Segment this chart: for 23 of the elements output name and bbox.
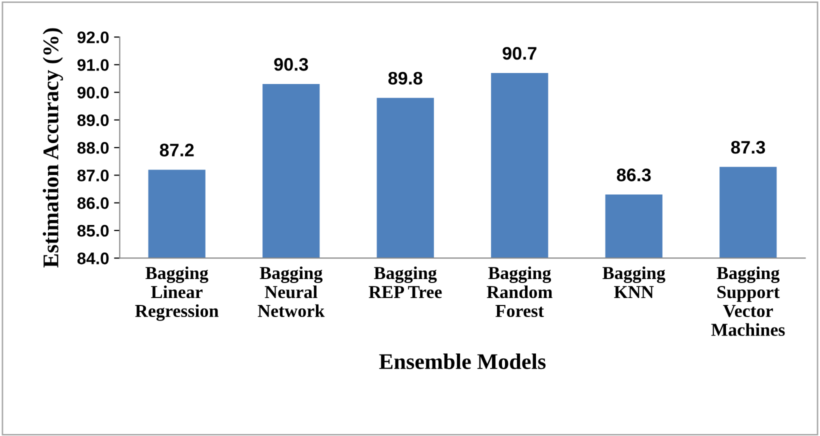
y-tick-label: 88.0 [77, 142, 109, 154]
y-tick-label: 89.0 [77, 114, 109, 126]
y-tick-label: 87.0 [77, 170, 109, 182]
x-tick-label: Bagging KNN [602, 266, 666, 298]
x-tick-label: Bagging Support Vector Machines [711, 266, 785, 336]
data-label: 87.3 [731, 140, 766, 154]
data-label: 89.8 [388, 72, 422, 85]
y-axis-title: Estimation Accuracy (%) [42, 28, 63, 268]
y-tick-label: 85.0 [77, 224, 109, 237]
x-tick-label: Bagging Neural Network [258, 266, 325, 318]
y-tick-label: 91.0 [77, 59, 109, 71]
y-tick-label: 84.0 [77, 252, 109, 264]
x-tick-label: Bagging Linear Regression [135, 266, 219, 321]
data-label: 86.3 [616, 168, 651, 182]
x-tick-label: Bagging Random Forest [486, 266, 552, 318]
data-label: 90.7 [502, 46, 536, 60]
x-tick-label: Bagging REP Tree [368, 266, 442, 298]
data-label: 90.3 [274, 58, 308, 71]
x-axis-title: Ensemble Models [379, 353, 546, 370]
y-tick-label: 90.0 [77, 86, 109, 99]
data-label: 87.2 [160, 144, 194, 156]
y-tick-label: 92.0 [77, 31, 109, 44]
y-tick-label: 86.0 [77, 197, 109, 210]
